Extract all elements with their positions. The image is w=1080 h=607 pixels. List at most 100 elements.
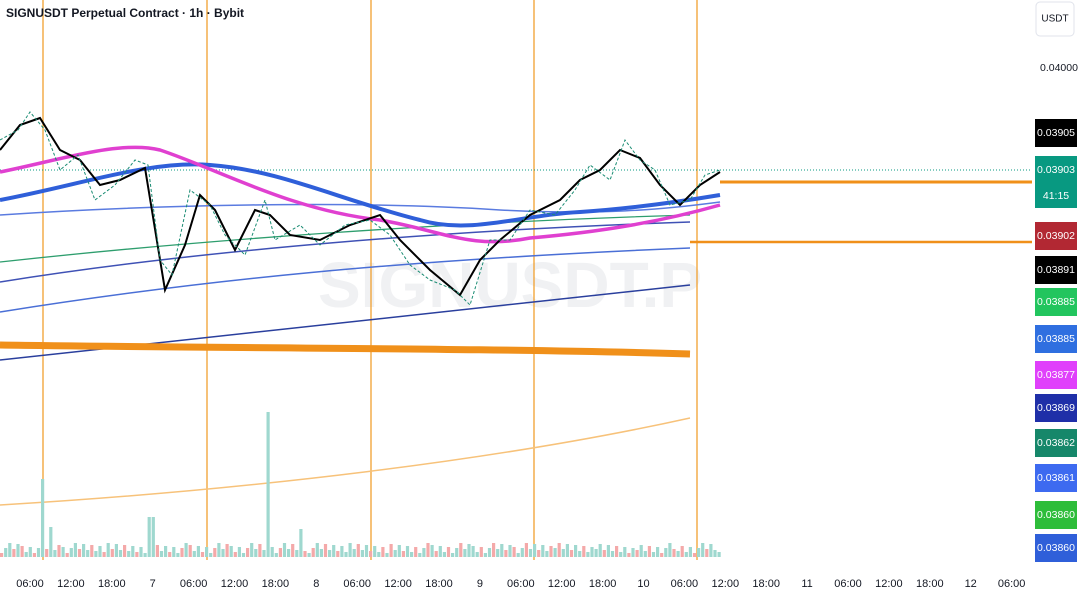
volume-bar <box>53 550 57 557</box>
volume-bar <box>524 543 528 557</box>
volume-bar <box>270 547 274 557</box>
volume-bar <box>393 550 397 557</box>
price-label: 0.03860 <box>1037 509 1075 521</box>
price-label: 41:15 <box>1043 190 1069 202</box>
volume-bar <box>94 551 98 557</box>
volume-bar <box>8 543 12 557</box>
volume-bar <box>475 552 479 557</box>
volume-bar <box>28 547 32 557</box>
volume-bar <box>508 545 512 557</box>
volume-bar <box>606 545 610 557</box>
volume-bar <box>332 545 336 557</box>
volume-bar <box>73 543 77 557</box>
volume-bar <box>82 544 86 557</box>
volume-bar <box>24 552 28 557</box>
volume-bar <box>65 553 69 557</box>
volume-bar <box>656 547 660 557</box>
price-label: 0.03861 <box>1037 472 1075 484</box>
volume-bar <box>196 546 200 557</box>
volume-bar <box>602 550 606 557</box>
time-label: 12:00 <box>221 578 249 590</box>
price-label: 0.03902 <box>1037 230 1075 242</box>
volume-bar <box>668 543 672 557</box>
volume-bar <box>77 549 82 557</box>
volume-bar <box>364 545 369 557</box>
volume-bar <box>237 547 241 557</box>
price-label: 0.03885 <box>1037 296 1075 308</box>
volume-bar <box>282 543 287 557</box>
volume-bar <box>106 543 110 557</box>
volume-bar <box>520 548 524 557</box>
volume-bar <box>701 543 705 557</box>
volume-bar <box>246 548 250 557</box>
volume-bar <box>143 553 147 557</box>
volume-bar <box>98 546 102 557</box>
time-label: 06:00 <box>180 578 208 590</box>
volume-bar <box>205 547 209 557</box>
volume-bar <box>590 547 594 557</box>
price-tick: 0.04000 <box>1040 62 1078 74</box>
volume-bar <box>225 544 229 557</box>
volume-bar <box>680 546 684 557</box>
volume-bar <box>381 547 385 557</box>
volume-bar <box>266 412 270 557</box>
price-label-box <box>1035 501 1077 529</box>
volume-bar <box>373 546 377 557</box>
volume-bar <box>287 549 291 557</box>
volume-bar <box>233 552 237 557</box>
volume-bar <box>118 550 123 557</box>
volume-bar <box>455 548 459 557</box>
volume-bar <box>533 544 537 557</box>
volume-bar <box>405 546 410 557</box>
volume-bar <box>385 553 389 557</box>
currency-button[interactable] <box>1035 1 1075 37</box>
volume-bar <box>369 551 373 557</box>
price-label-box <box>1035 156 1077 184</box>
volume-bar <box>328 550 332 557</box>
volume-bar <box>0 553 4 557</box>
volume-bar <box>323 544 328 557</box>
time-label: 18:00 <box>425 578 453 590</box>
price-label-box <box>1035 325 1077 353</box>
volume-bar <box>639 545 643 557</box>
volume-bar <box>147 517 151 557</box>
volume-bar <box>176 553 180 557</box>
price-label: 0.03869 <box>1037 402 1075 414</box>
volume-bar <box>356 544 360 557</box>
price-label-box <box>1035 119 1077 147</box>
time-label: 06:00 <box>507 578 535 590</box>
time-label: 9 <box>477 578 483 590</box>
volume-bar <box>647 546 651 557</box>
volume-bar <box>442 552 446 557</box>
volume-bar <box>57 545 61 557</box>
volume-bar <box>4 548 8 557</box>
volume-bar <box>127 551 131 557</box>
session-lines <box>42 0 698 560</box>
volume-bar <box>45 549 49 557</box>
price-label: 0.03862 <box>1037 437 1075 449</box>
volume-bar <box>159 551 164 557</box>
price-label-box <box>1035 184 1077 208</box>
volume-bar <box>180 548 184 557</box>
volume-bar <box>241 553 246 557</box>
volume-bar <box>164 546 168 557</box>
price-label-box <box>1035 256 1077 284</box>
volume-bar <box>483 553 487 557</box>
volume-bar <box>574 545 578 557</box>
volume-bar <box>451 553 455 557</box>
volume-bar <box>401 551 405 557</box>
volume-bar <box>426 543 430 557</box>
price-label: 0.03877 <box>1037 369 1075 381</box>
volume-bar <box>229 546 233 557</box>
volume-bar <box>172 547 176 557</box>
volume-bar <box>463 549 467 557</box>
volume-bar <box>610 551 615 557</box>
volume-bar <box>627 553 631 557</box>
volume-bar <box>504 550 508 557</box>
volume-bar <box>705 549 709 557</box>
price-label: 0.03905 <box>1037 127 1075 139</box>
volume-bar <box>69 548 73 557</box>
volume-bar <box>397 545 401 557</box>
volume-bar <box>315 543 319 557</box>
